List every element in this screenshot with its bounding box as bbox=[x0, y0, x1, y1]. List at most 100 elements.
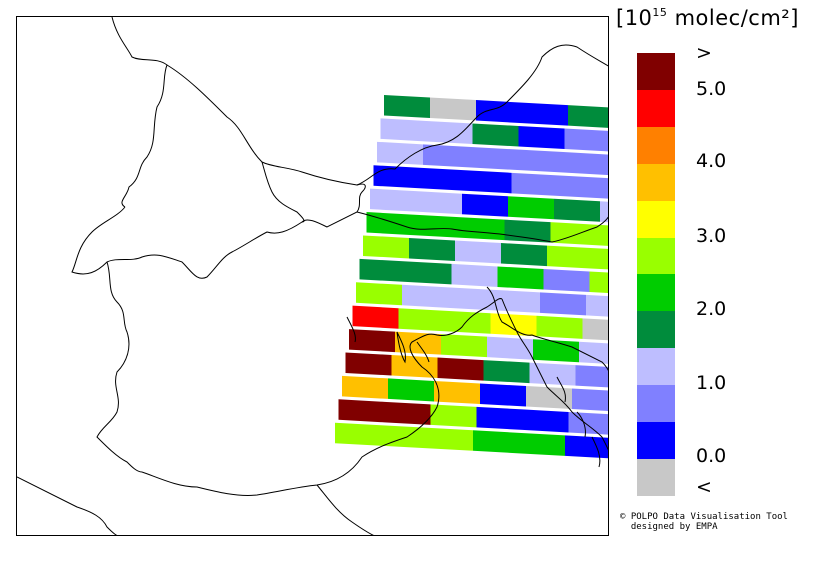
italy-west-border bbox=[96, 261, 143, 473]
legend-swatch bbox=[637, 126, 675, 164]
swath-pixel bbox=[472, 123, 519, 147]
swath-pixel bbox=[536, 315, 583, 339]
map-area bbox=[16, 16, 609, 536]
swath-pixel bbox=[582, 318, 608, 341]
swath-pixel bbox=[511, 172, 558, 196]
swath-pixel bbox=[483, 360, 530, 384]
switzerland-internal bbox=[261, 161, 305, 223]
legend-tick-label: < bbox=[696, 476, 712, 498]
swath-pixel bbox=[572, 388, 608, 412]
swath-pixel bbox=[575, 365, 608, 388]
switzerland-border bbox=[71, 183, 366, 279]
legend-tick-label: 3.0 bbox=[696, 225, 727, 247]
swath-pixel bbox=[504, 219, 551, 243]
legend-tick-label: 0.0 bbox=[696, 445, 727, 467]
swath-pixel bbox=[607, 154, 608, 176]
swath-pixel bbox=[586, 294, 608, 317]
swath-pixel bbox=[561, 151, 607, 175]
swath-pixel bbox=[380, 118, 427, 142]
swath-pixel bbox=[469, 146, 515, 170]
credits-text: © POLPO Data Visualisation Tool designed… bbox=[620, 512, 788, 532]
legend-swatch bbox=[637, 311, 675, 349]
swath-pixel bbox=[508, 196, 554, 220]
swath-pixel bbox=[349, 329, 395, 353]
swath-pixel bbox=[529, 362, 576, 386]
swath-pixel bbox=[568, 411, 608, 435]
istria-coast bbox=[501, 298, 608, 451]
swath-pixel bbox=[600, 201, 608, 223]
swath-pixel bbox=[388, 378, 434, 402]
legend-swatch bbox=[637, 458, 675, 496]
austria-border bbox=[356, 211, 608, 243]
map-canvas bbox=[17, 17, 608, 535]
swath-pixel bbox=[526, 386, 572, 410]
swath-pixel bbox=[363, 235, 409, 259]
swath-pixel bbox=[596, 224, 608, 246]
swath-pixel bbox=[416, 191, 462, 215]
legend-tick-label: 4.0 bbox=[696, 150, 727, 172]
swath-pixel bbox=[547, 245, 593, 269]
legend-swatch bbox=[637, 163, 675, 201]
swath-pixel bbox=[533, 339, 579, 363]
legend-unit-label: [1015 molec/cm²] bbox=[616, 6, 799, 30]
legend-swatch bbox=[637, 53, 675, 90]
legend-swatch bbox=[637, 274, 675, 312]
legend-tick-label: 2.0 bbox=[696, 298, 727, 320]
unit-exponent: 15 bbox=[652, 6, 668, 19]
swath-pixel bbox=[409, 237, 455, 262]
swath-pixel bbox=[473, 430, 519, 454]
swath-pixel bbox=[381, 425, 427, 449]
lake-como bbox=[346, 316, 356, 343]
legend-tick-label: > bbox=[696, 42, 712, 64]
swath-pixel bbox=[356, 282, 402, 306]
swath-pixel bbox=[430, 404, 477, 428]
swath-pixel bbox=[405, 261, 452, 285]
swath-pixel bbox=[480, 383, 526, 407]
swath-pixel bbox=[519, 432, 565, 456]
swath-pixel bbox=[589, 271, 608, 294]
italy-coast-north bbox=[141, 298, 503, 496]
slovenia-border bbox=[486, 286, 608, 371]
swath-pixel bbox=[426, 120, 473, 144]
swath-pixel bbox=[412, 214, 459, 238]
venice-lagoon bbox=[416, 341, 430, 363]
swath-pixel bbox=[441, 334, 487, 358]
swath-pixel bbox=[465, 170, 512, 194]
swath-pixel bbox=[497, 266, 544, 290]
legend-tick-label: 1.0 bbox=[696, 372, 727, 394]
legend-swatch bbox=[637, 237, 675, 275]
credits-line-1: © POLPO Data Visualisation Tool bbox=[620, 512, 788, 522]
swath-pixel bbox=[462, 193, 508, 217]
swath-pixel bbox=[366, 212, 413, 236]
swath-pixel bbox=[444, 310, 491, 334]
swath-pixel bbox=[593, 248, 608, 270]
swath-pixel bbox=[434, 380, 480, 404]
satellite-swath bbox=[335, 95, 608, 459]
legend-tick-label: 5.0 bbox=[696, 78, 727, 100]
france-border-north bbox=[111, 17, 168, 208]
swath-pixel bbox=[540, 292, 586, 316]
swath-pixel bbox=[377, 141, 423, 165]
swath-pixel bbox=[345, 352, 392, 376]
swath-pixel bbox=[550, 222, 597, 246]
swath-pixel bbox=[437, 357, 484, 381]
swath-pixel bbox=[455, 240, 501, 264]
swath-pixel bbox=[451, 263, 498, 287]
swath-pixel bbox=[557, 175, 604, 199]
swath-pixel bbox=[338, 399, 385, 423]
croatia-islands bbox=[556, 376, 601, 468]
swath-pixel bbox=[603, 177, 608, 199]
swath-pixel bbox=[448, 287, 494, 311]
swath-pixel bbox=[419, 167, 466, 191]
swath-pixel bbox=[352, 305, 399, 329]
legend-swatch bbox=[637, 200, 675, 238]
swath-pixel bbox=[543, 268, 590, 293]
swath-pixel bbox=[458, 217, 505, 241]
country-borders bbox=[17, 17, 608, 535]
swath-pixel bbox=[373, 165, 420, 189]
swath-pixel bbox=[568, 105, 608, 128]
italy-apennines bbox=[316, 484, 374, 535]
swath-pixel bbox=[359, 258, 406, 282]
swath-pixel bbox=[402, 284, 448, 308]
swath-pixel bbox=[384, 401, 431, 425]
